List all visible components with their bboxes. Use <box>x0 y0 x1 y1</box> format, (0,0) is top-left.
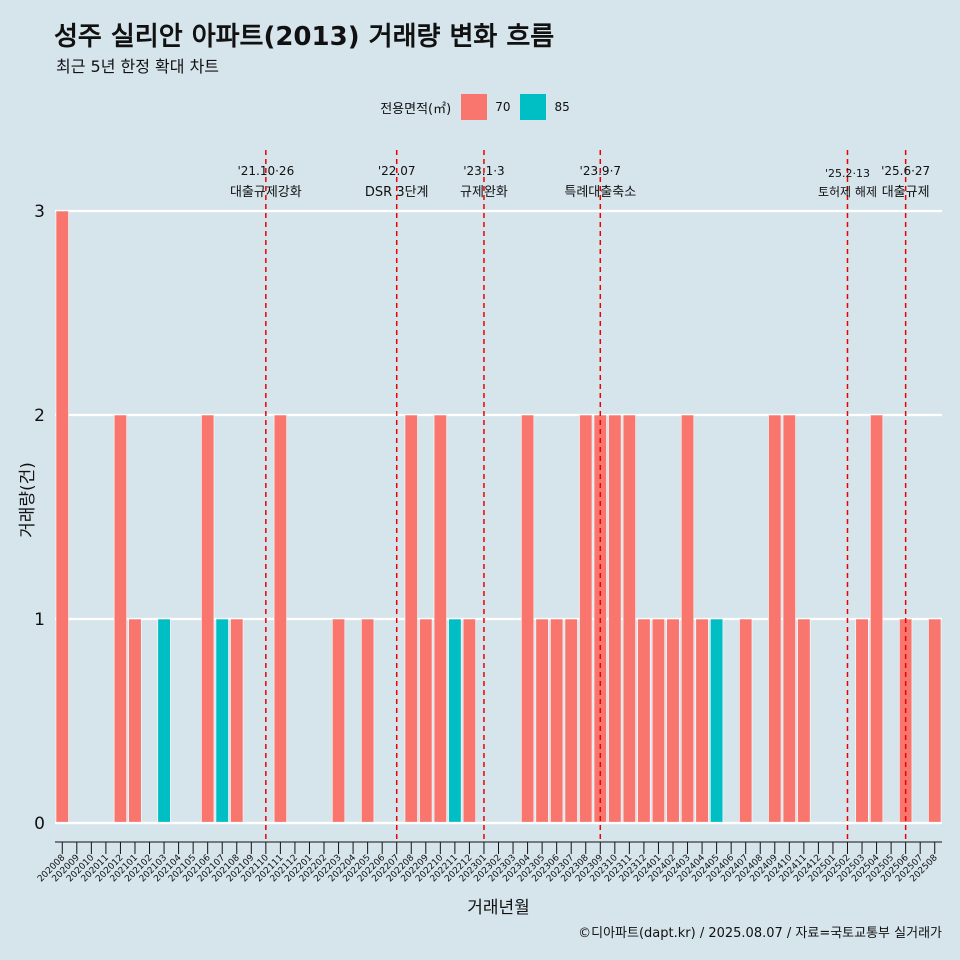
bar-202405-85 <box>710 618 724 824</box>
chart-title: 성주 실리안 아파트(2013) 거래량 변화 흐름 <box>54 22 555 52</box>
bar-202404-70 <box>695 618 709 824</box>
bar-202210-70 <box>433 414 447 824</box>
event-label-202207: DSR 3단계 <box>365 185 429 200</box>
x-axis-title: 거래년월 <box>467 898 530 918</box>
bar-202411-70 <box>797 618 811 824</box>
bar-202107-85 <box>215 618 229 824</box>
legend-item-70: 70 <box>461 94 510 120</box>
event-label-202110: 대출규제강화 <box>230 185 302 200</box>
event-date-202110: '21.10·26 <box>237 164 294 178</box>
bar-202208-70 <box>404 414 418 824</box>
bar-202407-70 <box>739 618 753 824</box>
bar-202503-70 <box>855 618 869 824</box>
y-tick-label-2: 2 <box>34 406 45 426</box>
event-label-202502: 토허제 해제 <box>818 185 877 199</box>
event-date-202309: '23.9·7 <box>580 164 621 178</box>
bar-202504-70 <box>869 414 884 824</box>
event-date-202207: '22.07 <box>378 164 416 178</box>
y-tick-label-3: 3 <box>34 202 45 222</box>
bar-202008-70 <box>55 210 69 824</box>
bar-202305-70 <box>535 618 549 824</box>
bar-202212-70 <box>462 618 476 824</box>
legend: 전용면적(㎡) 70 85 <box>0 94 960 120</box>
legend-item-85: 85 <box>520 94 570 120</box>
bar-202209-70 <box>419 618 433 824</box>
bar-202403-70 <box>680 414 695 824</box>
source-caption: ©디아파트(dapt.kr) / 2025.08.07 / 자료=국토교통부 실… <box>578 926 942 941</box>
bar-202508-70 <box>928 618 942 824</box>
legend-label-85: 85 <box>554 100 570 114</box>
bar-202307-70 <box>564 618 578 824</box>
bar-202211-85 <box>448 618 462 824</box>
bar-202111-70 <box>273 414 287 824</box>
bar-202410-70 <box>782 414 796 824</box>
event-date-202502: '25.2·13 <box>825 167 870 180</box>
bar-202409-70 <box>768 414 782 824</box>
bar-202103-85 <box>157 618 171 824</box>
bar-202402-70 <box>666 618 680 824</box>
legend-swatch-85 <box>520 94 547 120</box>
legend-title: 전용면적(㎡) <box>380 101 452 117</box>
legend-label-70: 70 <box>495 100 511 114</box>
bar-202312-70 <box>637 618 651 824</box>
bar-202401-70 <box>651 618 666 824</box>
bar-202101-70 <box>128 618 142 824</box>
event-label-202301: 규제완화 <box>460 185 508 200</box>
bar-202310-70 <box>608 414 622 824</box>
event-date-202506: '25.6·27 <box>881 164 930 178</box>
y-tick-label-0: 0 <box>34 814 45 834</box>
legend-swatch-70 <box>461 94 488 120</box>
bar-202311-70 <box>622 414 636 824</box>
y-axis-title: 거래량(건) <box>18 462 38 538</box>
bar-202304-70 <box>521 414 535 824</box>
event-label-202506: 대출규제 <box>882 185 930 200</box>
bar-202108-70 <box>230 618 244 824</box>
bar-202306-70 <box>550 618 564 824</box>
bar-202012-70 <box>113 414 128 824</box>
chart-subtitle: 최근 5년 한정 확대 차트 <box>56 57 220 76</box>
event-label-202309: 특례대출축소 <box>564 185 636 200</box>
y-tick-label-1: 1 <box>34 610 45 630</box>
bar-202205-70 <box>361 618 375 824</box>
bar-202203-70 <box>331 618 346 824</box>
event-date-202301: '23.1·3 <box>463 164 504 178</box>
bar-202106-70 <box>201 414 215 824</box>
bar-202308-70 <box>579 414 593 824</box>
